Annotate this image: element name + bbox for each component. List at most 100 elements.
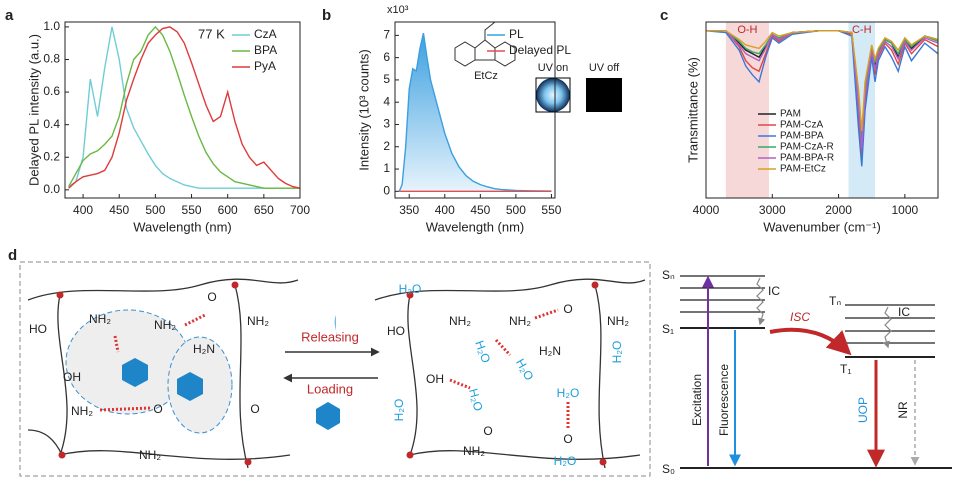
panel-label: c	[660, 7, 668, 24]
network-chains	[27, 278, 646, 469]
legend-label: PyA	[254, 59, 276, 73]
group-label: O	[207, 290, 216, 304]
line	[398, 32, 552, 192]
band-label: O-H	[737, 24, 757, 36]
inset-label: EtCz	[474, 70, 498, 82]
x-tick-label: 400	[435, 203, 455, 217]
y-tick-label: 7	[383, 28, 390, 42]
group-label: O	[563, 432, 572, 446]
group-label: H₂N	[539, 344, 561, 358]
group-label: O	[250, 402, 259, 416]
frame	[19, 261, 651, 477]
group-label: H₂O	[557, 386, 580, 400]
x-tick-label: 550	[182, 203, 202, 217]
y-axis-label: Transmittance (%)	[685, 57, 700, 163]
x-tick-label: 3000	[759, 203, 786, 217]
droplet	[334, 315, 337, 338]
y-tick-label: 0.0	[43, 182, 60, 196]
y-tick-label: 4	[383, 94, 390, 108]
group-label: NH₂	[154, 318, 176, 332]
process: IC	[898, 305, 910, 319]
inset-label: UV off	[589, 62, 620, 74]
line	[68, 26, 301, 189]
y-tick-label: 2	[383, 139, 390, 153]
y-tick-label: 0.2	[43, 149, 60, 163]
process: UOP	[856, 397, 870, 423]
x-tick-label: 350	[399, 203, 419, 217]
y-tick-label: 0	[383, 183, 390, 197]
group-label: H₂N	[193, 342, 215, 356]
plot-frame	[64, 21, 301, 199]
group-label: HO	[387, 324, 405, 338]
group-label: NH₂	[463, 444, 485, 458]
y-tick-label: 0.6	[43, 84, 60, 98]
legend-label: PAM-CzA	[780, 120, 823, 131]
x-tick-label: 650	[254, 203, 274, 217]
x-tick-label: 500	[506, 203, 526, 217]
y-axis-label: Delayed PL intensity (a.u.)	[26, 34, 41, 186]
x-tick-label: 450	[470, 203, 490, 217]
x-tick-label: 500	[145, 203, 165, 217]
group-label: NH₂	[607, 314, 629, 328]
x-tick-label: 550	[541, 203, 561, 217]
x-tick-label: 1000	[892, 203, 919, 217]
group-label: HO	[29, 322, 47, 336]
panel-label: a	[5, 7, 14, 24]
x-tick-label: 400	[73, 203, 93, 217]
group-label: NH₂	[509, 314, 531, 328]
x-axis-label: Wavenumber (cm⁻¹)	[763, 219, 881, 234]
x-tick-label: 2000	[825, 203, 852, 217]
process: IC	[768, 284, 780, 298]
diagram-d: Releasing Loading Sₙ S₁ S₀ Tₙ T₁ IC IC I…	[8, 247, 952, 477]
group-label: H₂O	[392, 399, 406, 422]
x-axis-label: Wavelength (nm)	[426, 219, 525, 234]
group-label: NH₂	[139, 448, 161, 462]
level: S₁	[662, 322, 674, 336]
line	[68, 25, 300, 189]
level: T₁	[840, 362, 851, 376]
molecules	[122, 315, 340, 430]
y-tick-label: 5	[383, 72, 390, 86]
legend-label: PAM-BPA	[780, 131, 824, 142]
legend-label: PAM-BPA-R	[780, 153, 834, 164]
jablonski	[680, 275, 952, 469]
legend-label: BPA	[254, 43, 277, 57]
x-tick-label: 600	[218, 203, 238, 217]
level: Sₙ	[662, 268, 675, 282]
h-bonds	[99, 308, 570, 428]
group-label: H₂O	[399, 282, 422, 296]
y-axis-label: Intensity (10³ counts)	[356, 49, 371, 170]
group-label: OH	[426, 372, 444, 386]
panel-label: d	[8, 247, 17, 264]
group-label: H₂O	[472, 339, 493, 365]
line	[706, 30, 939, 132]
group-label: O	[483, 424, 492, 438]
legend-label: Delayed PL	[509, 43, 571, 57]
process: ISC	[790, 310, 810, 324]
group-label: NH₂	[247, 314, 269, 328]
annotation: 77 K	[198, 26, 225, 41]
y-tick-label: 0.4	[43, 117, 60, 131]
x-axis-label: Wavelength (nm)	[133, 219, 232, 234]
group-label: H₂O	[554, 454, 577, 468]
load-label: Loading	[307, 381, 353, 396]
y-tick-label: 6	[383, 50, 390, 64]
legend-label: PL	[509, 27, 524, 41]
area	[399, 33, 552, 192]
level: S₀	[662, 462, 675, 476]
panel-label: b	[322, 7, 331, 24]
group-label: NH₂	[71, 404, 93, 418]
inset-b	[454, 21, 622, 113]
level: Tₙ	[829, 294, 841, 308]
release-label: Releasing	[301, 329, 359, 344]
process: NR	[896, 401, 910, 419]
legend-label: PAM-CzA-R	[780, 142, 834, 153]
inset-label: UV on	[538, 62, 569, 74]
group-label: O	[563, 302, 572, 316]
y-tick-label: 1.0	[43, 19, 60, 33]
y-tick-label: 3	[383, 117, 390, 131]
group-label: H₂O	[610, 341, 624, 364]
band-label: C-H	[852, 24, 872, 36]
crosslinks	[56, 281, 607, 466]
